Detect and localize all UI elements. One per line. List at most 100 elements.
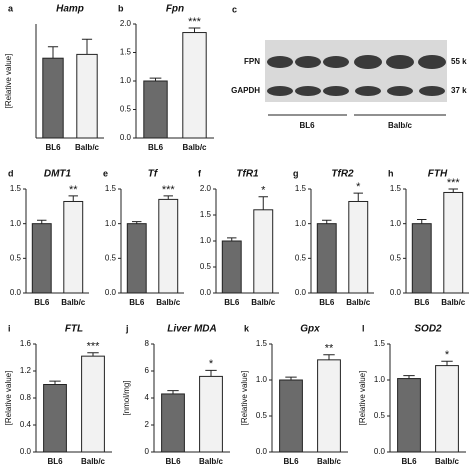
- panel-letter: i: [8, 323, 11, 333]
- significance: *: [445, 349, 450, 361]
- panel-letter: h: [388, 168, 394, 178]
- x-tick-label: Balb/c: [75, 143, 100, 152]
- y-tick-label: 0.8: [20, 393, 32, 402]
- y-tick-label: 0.5: [120, 105, 132, 114]
- panel-title: FTH: [428, 169, 448, 180]
- y-tick-label: 0.0: [256, 447, 268, 456]
- error-bar: [149, 77, 162, 81]
- y-axis-label: [Relative value]: [358, 371, 367, 426]
- y-tick-label: 0.5: [200, 262, 212, 271]
- panel-title: Tf: [148, 169, 159, 180]
- error-bar: [167, 390, 179, 394]
- y-tick-label: 0.5: [390, 253, 402, 262]
- y-axis-label: [Relative value]: [4, 54, 13, 109]
- significance: ***: [447, 177, 461, 189]
- error-bar: [448, 188, 458, 193]
- y-tick-label: 1.0: [10, 219, 22, 228]
- group-label: Balb/c: [388, 121, 413, 130]
- error-bar: [353, 192, 363, 202]
- bar: [63, 200, 84, 294]
- bar: [443, 191, 464, 294]
- x-tick-label: BL6: [45, 143, 61, 152]
- y-tick-label: 0.5: [256, 411, 268, 420]
- error-bar: [258, 196, 268, 210]
- bar: [221, 240, 242, 294]
- x-tick-label: BL6: [414, 298, 430, 307]
- error-bar: [417, 219, 427, 224]
- y-tick-label: 1.5: [374, 339, 386, 348]
- panel-title: FTL: [65, 324, 83, 335]
- western-blot: c FPN GAPDH 55 k 37 k BL6 Balb/c: [231, 4, 467, 130]
- significance: **: [325, 343, 334, 355]
- panel-title: Liver MDA: [167, 324, 216, 335]
- panel-title: Hamp: [56, 4, 84, 15]
- error-bar: [47, 46, 59, 59]
- y-tick-label: 1.0: [374, 375, 386, 384]
- bar: [316, 223, 337, 294]
- y-tick-label: 1.6: [20, 339, 32, 348]
- y-tick-label: 8: [145, 339, 150, 348]
- y-tick-label: 2.0: [200, 184, 212, 193]
- y-tick-label: 1.5: [105, 184, 117, 193]
- bar: [143, 80, 168, 139]
- x-tick-label: Balb/c: [346, 298, 371, 307]
- bar: [348, 200, 369, 294]
- y-tick-label: 0.4: [20, 420, 32, 429]
- error-bar: [403, 375, 415, 379]
- y-tick-label: 0.0: [374, 447, 386, 456]
- error-bar: [163, 195, 173, 200]
- y-tick-label: 1.5: [256, 339, 268, 348]
- x-tick-label: Balb/c: [156, 298, 181, 307]
- bar: [182, 32, 207, 139]
- bar: [397, 378, 421, 453]
- error-bar: [87, 352, 99, 357]
- bar: [317, 359, 341, 453]
- y-tick-label: 6: [145, 366, 150, 375]
- blot-size-label: 55 k: [451, 57, 467, 66]
- x-tick-label: Balb/c: [199, 457, 224, 466]
- significance: ***: [87, 341, 101, 353]
- error-bar: [81, 38, 93, 55]
- panel-letter: c: [232, 4, 237, 14]
- y-tick-label: 0.0: [20, 447, 32, 456]
- error-bar: [49, 380, 61, 385]
- error-bar: [441, 360, 453, 366]
- y-axis-label: [Relative value]: [240, 371, 249, 426]
- panel-letter: g: [293, 168, 299, 178]
- bar: [161, 393, 185, 453]
- y-tick-label: 1.5: [390, 184, 402, 193]
- blot-row-label: FPN: [244, 57, 260, 66]
- panel-title: Gpx: [300, 324, 320, 335]
- panel-letter: e: [103, 168, 108, 178]
- y-tick-label: 0.5: [10, 253, 22, 262]
- blot-row-label: GAPDH: [231, 86, 260, 95]
- x-tick-label: Balb/c: [61, 298, 86, 307]
- y-tick-label: 0.5: [105, 253, 117, 262]
- y-tick-label: 1.2: [20, 366, 32, 375]
- significance: ***: [188, 16, 202, 28]
- bar: [158, 198, 179, 294]
- x-tick-label: Balb/c: [317, 457, 342, 466]
- significance: *: [209, 358, 214, 370]
- error-bar: [68, 195, 78, 202]
- y-axis-label: [Relative value]: [4, 371, 13, 426]
- x-tick-label: Balb/c: [81, 457, 106, 466]
- y-tick-label: 0.0: [295, 288, 307, 297]
- y-tick-label: 2: [145, 420, 150, 429]
- group-label: BL6: [299, 121, 315, 130]
- error-bar: [285, 376, 297, 380]
- bar: [81, 355, 105, 453]
- y-tick-label: 0.5: [295, 253, 307, 262]
- bar: [279, 379, 303, 453]
- bar: [435, 365, 459, 453]
- error-bar: [322, 219, 332, 224]
- bar: [253, 209, 274, 294]
- bar: [43, 384, 67, 453]
- y-tick-label: 1.0: [256, 375, 268, 384]
- x-tick-label: BL6: [319, 298, 335, 307]
- y-tick-label: 1.5: [200, 210, 212, 219]
- panel-letter: a: [8, 3, 14, 13]
- x-tick-label: Balb/c: [441, 298, 466, 307]
- y-tick-label: 0.0: [10, 288, 22, 297]
